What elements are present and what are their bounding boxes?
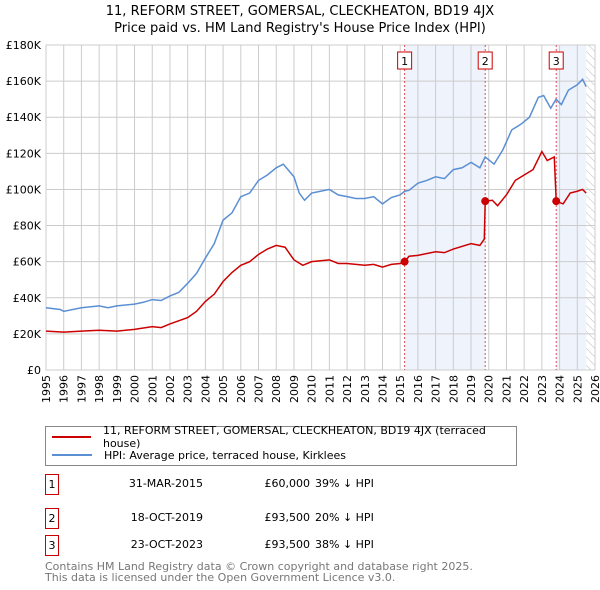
x-tick-label: 1999 (111, 375, 124, 403)
legend: 11, REFORM STREET, GOMERSAL, CLECKHEATON… (45, 424, 517, 466)
sale-label: 2 (482, 55, 489, 68)
sale-date: 31-MAR-2015 (128, 477, 203, 490)
x-tick-label: 2011 (323, 375, 336, 403)
footer-line: This data is licensed under the Open Gov… (45, 571, 396, 584)
footer: Contains HM Land Registry data © Crown c… (45, 561, 473, 583)
x-tick-label: 2017 (430, 375, 443, 403)
legend-label: HPI: Average price, terraced house, Kirk… (104, 448, 347, 462)
x-tick-label: 2012 (341, 375, 354, 403)
x-tick-label: 2025 (571, 375, 584, 403)
x-tick-label: 2018 (447, 375, 460, 403)
x-tick-label: 2016 (412, 375, 425, 403)
sale-marker-box: 1 (45, 474, 59, 495)
y-tick-label: £160K (6, 75, 42, 88)
y-tick-label: £100K (6, 183, 42, 196)
sale-label-box (477, 51, 493, 70)
sale-hpi-diff: 39% ↓ HPI (315, 477, 374, 490)
sale-marker-box: 3 (45, 535, 59, 556)
legend-label: 11, REFORM STREET, GOMERSAL, CLECKHEATON… (102, 424, 486, 450)
table-row: 3 23-OCT-2023 £93,500 38% ↓ HPI (45, 535, 545, 556)
sale-label-box (397, 51, 413, 70)
x-tick-label: 2020 (483, 375, 496, 403)
x-tick-label: 2009 (288, 375, 301, 403)
sale-price: £93,500 (264, 538, 311, 551)
x-tick-label: 2015 (394, 375, 407, 403)
x-tick-label: 2002 (164, 375, 177, 403)
x-tick-label: 2021 (500, 375, 513, 403)
x-tick-label: 2007 (253, 375, 266, 403)
y-tick-label: £60K (13, 256, 42, 269)
hpi-line (45, 78, 587, 313)
x-tick-label: 2026 (589, 375, 600, 403)
shaded-span (556, 45, 587, 370)
chart-subtitle: Price paid vs. HM Land Registry's House … (114, 21, 486, 36)
y-tick-label: £140K (6, 111, 42, 124)
sale-point (400, 257, 409, 266)
table-row: 1 31-MAR-2015 £60,000 39% ↓ HPI (45, 474, 545, 495)
shaded-span (404, 45, 486, 370)
x-tick-label: 2008 (270, 375, 283, 403)
price-chart: 1995 1996 1997 1998 1999 2000 2001 2002 2003 2004… (6, 39, 600, 403)
x-tick-label: 2013 (359, 375, 372, 403)
sale-hpi-diff: 20% ↓ HPI (315, 511, 374, 524)
x-tick-label: 2024 (554, 375, 567, 403)
sale-price: £93,500 (264, 511, 311, 524)
x-tick-label: 1995 (40, 375, 53, 403)
x-tick-label: 1998 (93, 375, 106, 403)
y-tick-label: £80K (13, 220, 42, 233)
sale-price: £60,000 (264, 477, 311, 490)
x-tick-label: 2010 (306, 375, 319, 403)
sale-hpi-diff: 38% ↓ HPI (315, 538, 374, 551)
x-tick-label: 2001 (146, 375, 159, 403)
forecast-hatch (586, 45, 595, 370)
y-tick-label: £120K (6, 147, 42, 160)
legend-red-line (52, 436, 91, 438)
x-tick-label: 2019 (465, 375, 478, 403)
footer-line: Contains HM Land Registry data © Crown c… (45, 560, 473, 573)
y-tick-label: £180K (6, 39, 42, 52)
x-tick-label: 2003 (182, 375, 195, 403)
sale-date: 18-OCT-2019 (130, 511, 203, 524)
sale-label: 1 (401, 55, 408, 68)
x-tick-label: 2006 (235, 375, 248, 403)
x-tick-label: 2004 (199, 375, 212, 403)
chart-title: 11, REFORM STREET, GOMERSAL, CLECKHEATON… (105, 4, 495, 19)
x-tick-label: 1997 (75, 375, 88, 403)
x-tick-label: 2000 (129, 375, 142, 403)
sale-marker-box: 2 (45, 508, 59, 529)
x-tick-label: 2023 (536, 375, 549, 403)
x-tick-label: 2022 (518, 375, 531, 403)
sale-label: 3 (553, 55, 560, 68)
property-price-line (45, 149, 587, 333)
x-tick-label: 1996 (58, 375, 71, 403)
sale-label-box (548, 51, 564, 70)
sale-date: 23-OCT-2023 (130, 538, 203, 551)
legend-blue-line (52, 454, 92, 456)
table-row: 2 18-OCT-2019 £93,500 20% ↓ HPI (45, 508, 545, 529)
y-tick-label: £0 (27, 364, 41, 377)
legend-item-property: 11, REFORM STREET, GOMERSAL, CLECKHEATON… (52, 424, 516, 450)
legend-item-hpi: HPI: Average price, terraced house, Kirk… (52, 447, 346, 463)
sale-point (552, 197, 561, 206)
sale-point (481, 197, 490, 206)
y-tick-label: £40K (13, 292, 42, 305)
y-tick-label: £20K (13, 328, 42, 341)
plot-frame (45, 44, 596, 371)
x-tick-label: 2014 (376, 375, 389, 403)
x-tick-label: 2005 (217, 375, 230, 403)
